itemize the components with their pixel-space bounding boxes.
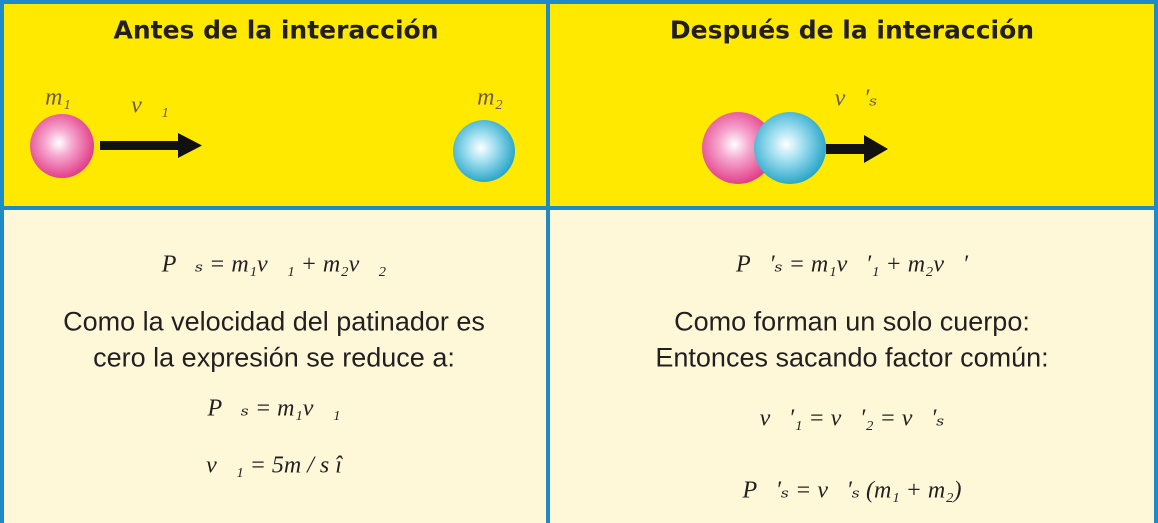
ball-m1 [30, 114, 94, 178]
body-cell [4, 210, 546, 523]
figure-label: m₂ [477, 84, 503, 111]
body-cell [550, 210, 1154, 523]
text: Como forman un solo cuerpo: [674, 306, 1030, 337]
figure-label: v⃗₁ [131, 92, 169, 119]
figure-label: m₁ [45, 84, 71, 111]
figure-label: v⃗′ₛ [834, 85, 878, 112]
equation: P⃗ₛ = m₁v⃗₁ + m₂v⃗₂ [161, 251, 387, 278]
arrow [826, 144, 866, 154]
header: Después de la interacción [669, 15, 1035, 45]
equation: v⃗₁ = 5m / s î [206, 452, 342, 479]
text: Como la velocidad del patinador es [63, 306, 485, 337]
text: Entonces sacando factor común: [655, 342, 1049, 373]
header: Antes de la interacción [113, 15, 439, 45]
text: cero la expresión se reduce a: [93, 342, 455, 373]
ball-m2 [453, 120, 515, 182]
arrow [100, 141, 180, 150]
arrow-head [178, 133, 202, 158]
equation: P⃗′ₛ = m₁v⃗′₁ + m₂v⃗′ [736, 251, 968, 278]
header-cell [4, 4, 546, 206]
arrow-head [864, 135, 888, 163]
equation: P⃗′ₛ = v⃗′ₛ (m₁ + m₂) [742, 477, 962, 504]
ball-m1 [702, 112, 774, 184]
equation: P⃗ₛ = m₁v⃗₁ [207, 395, 341, 422]
header-cell [550, 4, 1154, 206]
equation: v⃗′₁ = v⃗′₂ = v⃗′ₛ [759, 405, 945, 432]
ball-m2 [754, 112, 826, 184]
